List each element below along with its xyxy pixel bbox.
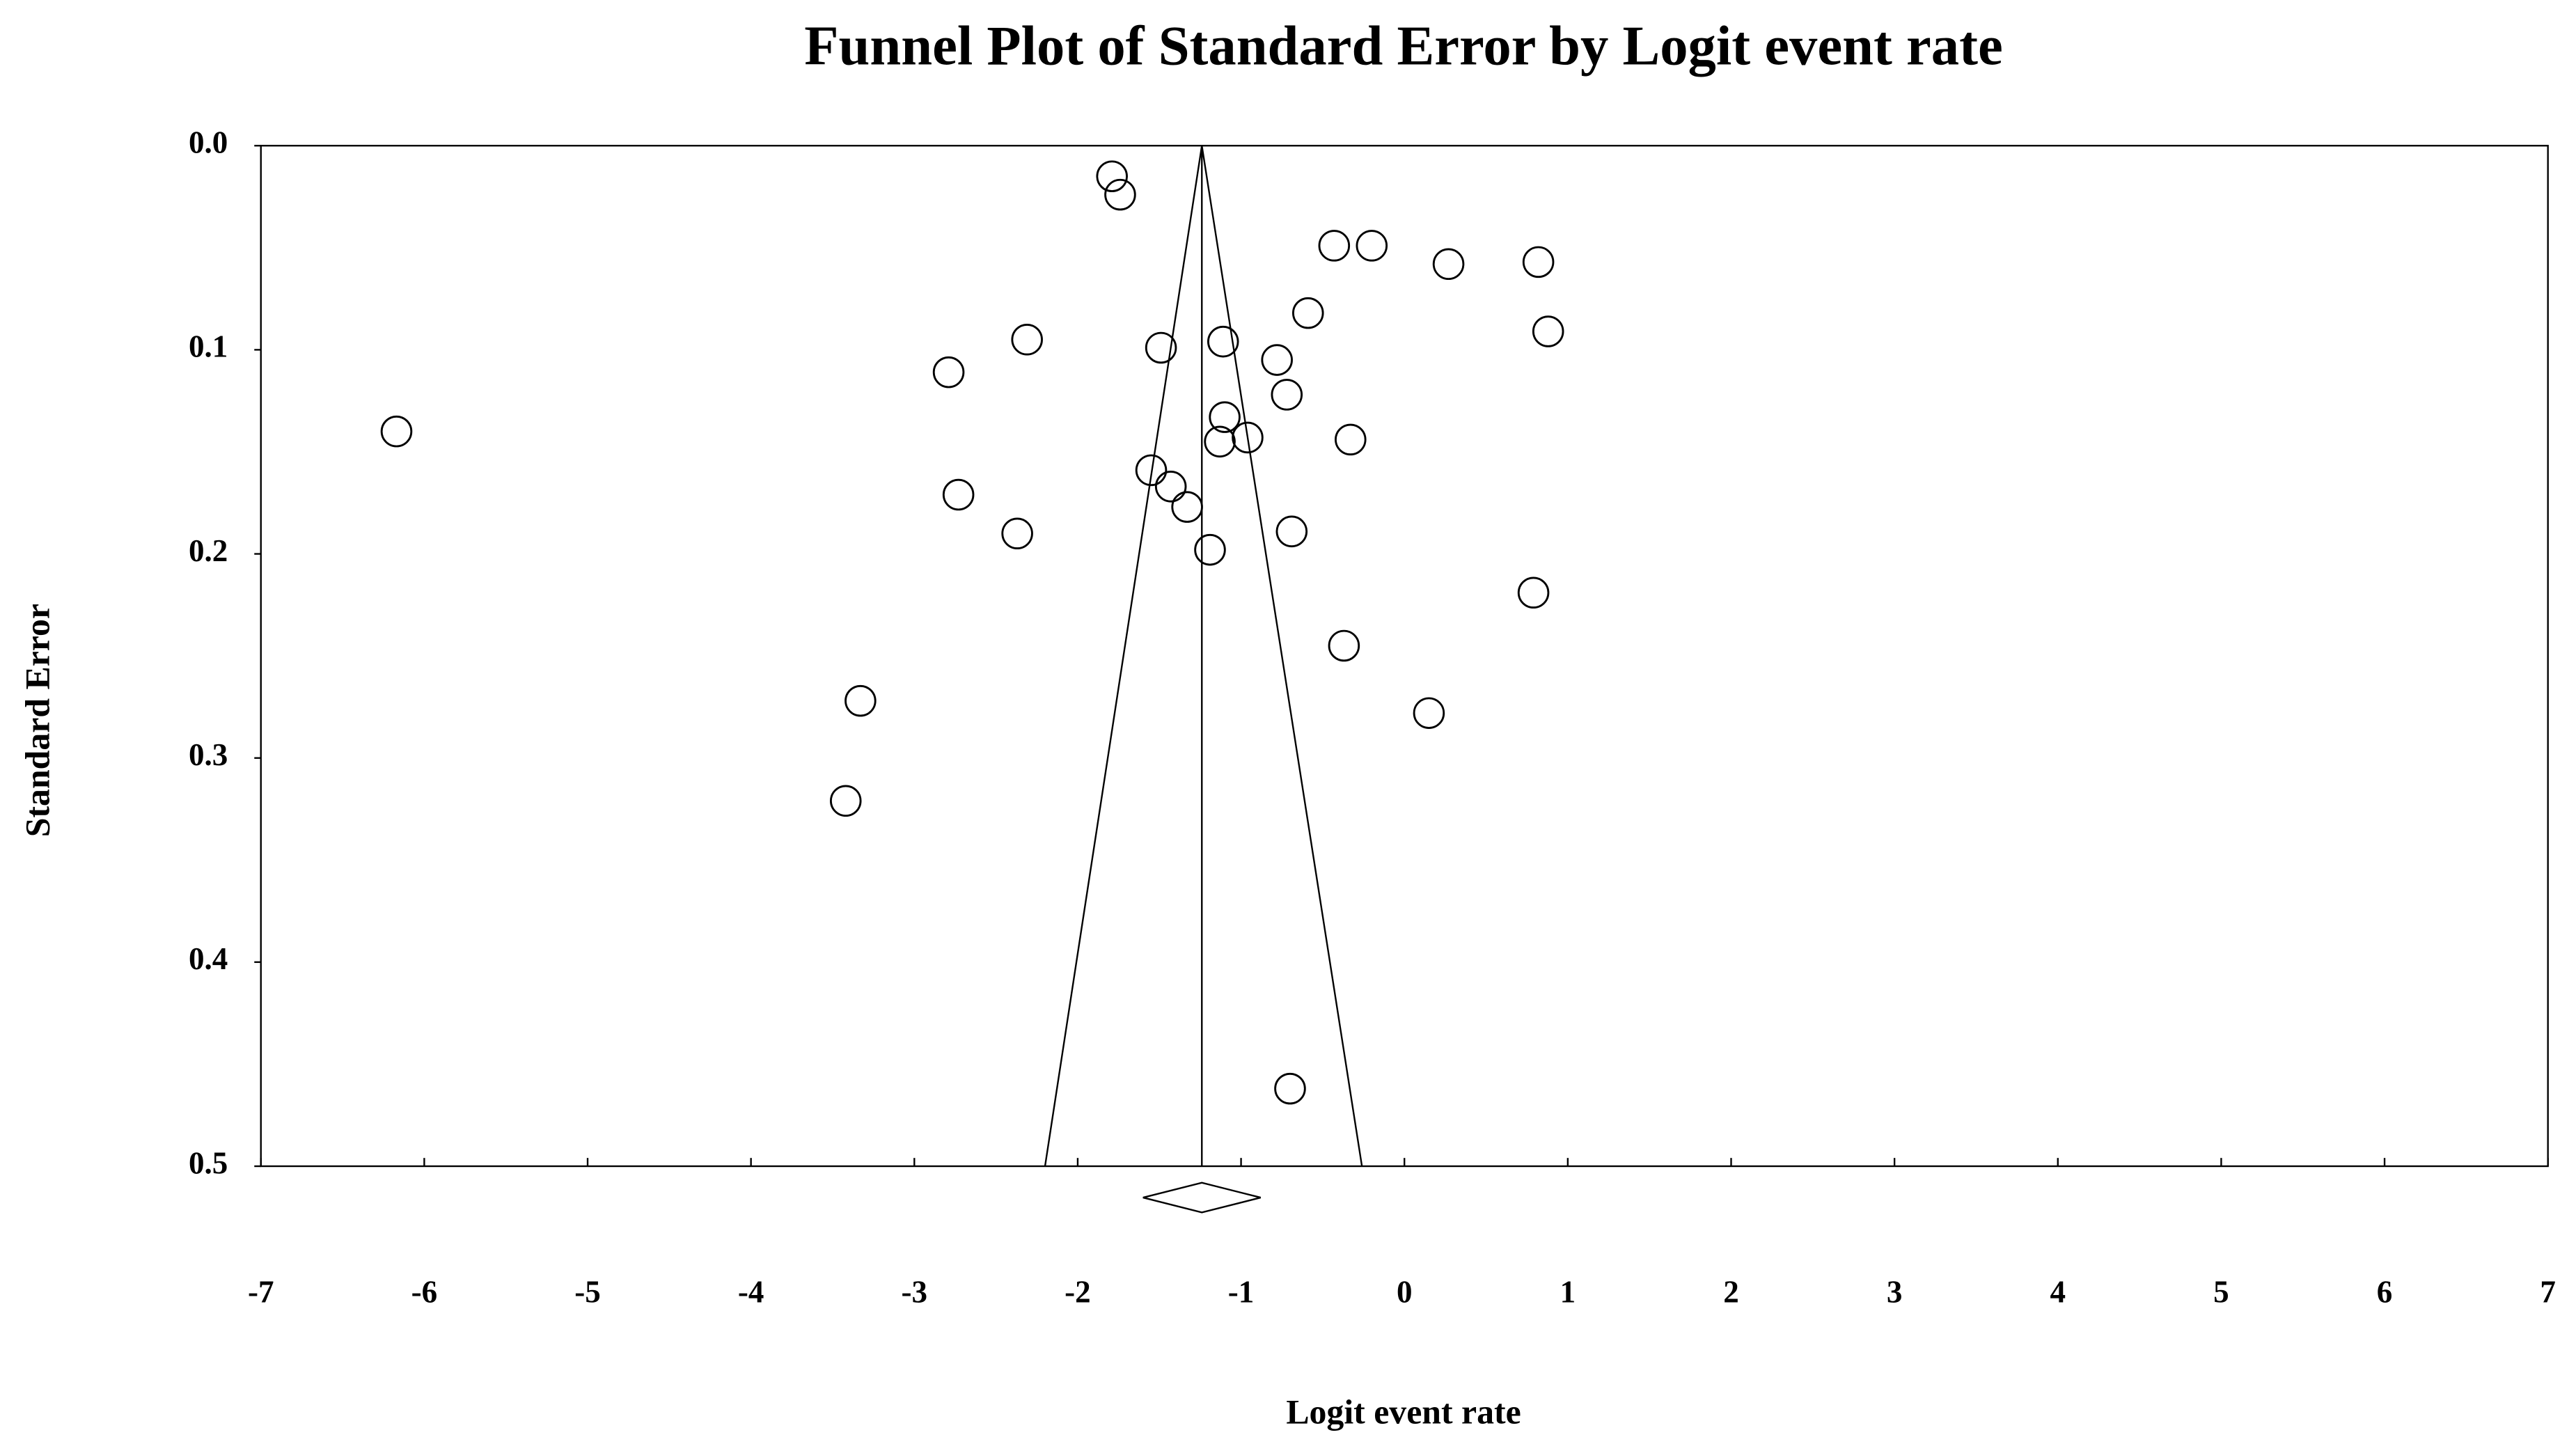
study-point xyxy=(1413,697,1445,729)
study-point xyxy=(1204,425,1236,458)
study-point xyxy=(1517,576,1550,609)
plot-frame xyxy=(260,145,2549,1168)
chart-title: Funnel Plot of Standard Error by Logit e… xyxy=(804,15,2002,77)
x-tick-label: 7 xyxy=(2540,1274,2556,1309)
y-tick-label: 0.2 xyxy=(189,533,228,568)
study-point xyxy=(1292,297,1324,329)
study-point xyxy=(1275,515,1308,548)
summary-diamond xyxy=(1142,1182,1262,1214)
study-point xyxy=(942,478,975,511)
x-tick-label: 5 xyxy=(2213,1274,2229,1309)
x-tick-label: -3 xyxy=(902,1274,928,1309)
study-point xyxy=(1207,325,1239,358)
study-point xyxy=(1522,246,1555,278)
x-tick-label: -7 xyxy=(248,1274,274,1309)
y-tick-label: 0.4 xyxy=(189,941,228,976)
study-point xyxy=(1318,230,1351,262)
x-tick-label: 1 xyxy=(1560,1274,1576,1309)
study-point xyxy=(1001,517,1033,550)
study-point xyxy=(1154,471,1187,503)
funnel-left xyxy=(1044,146,1203,1167)
study-point xyxy=(1232,421,1264,454)
study-point xyxy=(1532,315,1564,347)
study-point xyxy=(845,684,877,717)
study-point xyxy=(1209,401,1241,433)
x-tick-label: 6 xyxy=(2377,1274,2393,1309)
study-point xyxy=(1432,248,1465,281)
x-tick-label: 3 xyxy=(1887,1274,1903,1309)
study-point xyxy=(1271,379,1303,411)
x-tick-label: -2 xyxy=(1065,1274,1091,1309)
study-point xyxy=(1011,323,1043,356)
x-tick-label: 4 xyxy=(2050,1274,2066,1309)
study-point xyxy=(1171,491,1203,523)
study-point xyxy=(1145,331,1177,364)
study-point xyxy=(829,785,862,817)
study-point xyxy=(932,356,965,389)
study-point xyxy=(1261,344,1293,376)
study-point xyxy=(1135,454,1168,487)
x-axis-title: Logit event rate xyxy=(1286,1393,1521,1431)
x-tick-label: -5 xyxy=(574,1274,601,1309)
study-point xyxy=(1356,230,1388,262)
study-point xyxy=(380,415,413,448)
x-tick-label: 0 xyxy=(1397,1274,1413,1309)
study-point xyxy=(1194,533,1226,566)
study-point xyxy=(1104,178,1136,211)
funnel-right xyxy=(1201,146,1363,1167)
y-tick-label: 0.1 xyxy=(189,329,228,364)
x-tick-label: -4 xyxy=(738,1274,764,1309)
y-axis-title: Standard Error xyxy=(19,604,57,837)
y-tick-label: 0.5 xyxy=(189,1145,228,1180)
study-point xyxy=(1328,629,1360,662)
x-tick-label: -6 xyxy=(411,1274,438,1309)
y-tick-label: 0.3 xyxy=(189,737,228,772)
study-point xyxy=(1335,423,1367,456)
x-tick-label: -1 xyxy=(1228,1274,1255,1309)
x-tick-label: 2 xyxy=(1723,1274,1739,1309)
study-point xyxy=(1096,160,1128,192)
y-tick-label: 0.0 xyxy=(189,125,228,160)
study-point xyxy=(1274,1072,1306,1105)
